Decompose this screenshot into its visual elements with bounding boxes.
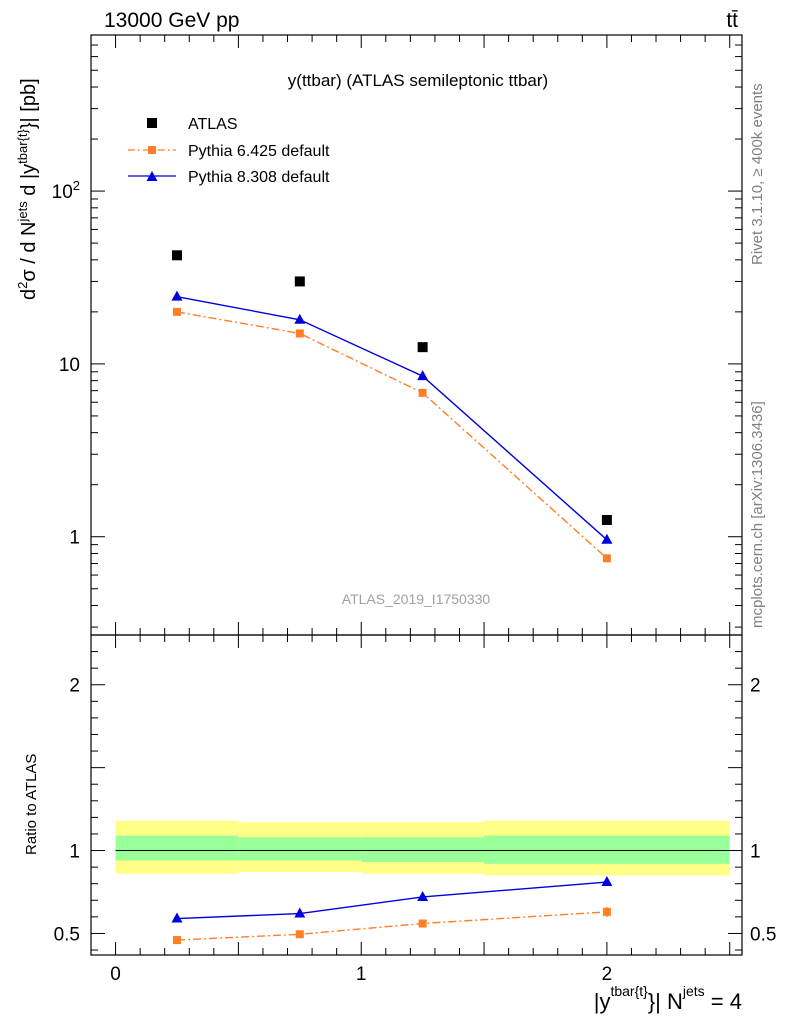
legend-pythia6-marker: [148, 146, 156, 154]
watermark: ATLAS_2019_I1750330: [342, 591, 491, 607]
stat-uncertainty-band: [361, 837, 485, 863]
mc-point-1: [601, 533, 613, 544]
side-text-lower: mcplots.cern.ch [arXiv:1306.3436]: [749, 401, 766, 628]
y-axis-label-bottom: Ratio to ATLAS: [23, 754, 40, 855]
mc-point-0: [295, 329, 304, 338]
y-tick-label-bottom: 2: [69, 676, 80, 697]
stat-uncertainty-band: [115, 835, 239, 861]
header-right: tt̄: [726, 9, 738, 32]
x-tick-label: 2: [602, 964, 613, 985]
y-tick-label-top: 1: [69, 528, 80, 549]
atlas-data-point: [417, 342, 428, 353]
y-tick-label-bottom-right: 0.5: [750, 924, 776, 945]
mc-point-1: [294, 313, 306, 324]
mc-line-1: [176, 295, 608, 541]
legend-atlas-marker: [147, 118, 157, 128]
x-tick-label: 1: [356, 964, 367, 985]
x-axis-label: |ytbar{t}}| Njets = 4: [594, 983, 742, 1014]
y-tick-label-top: 10: [59, 355, 80, 376]
side-text-upper: Rivet 3.1.10, ≥ 400k events: [749, 83, 766, 265]
ratio-point-0: [172, 936, 181, 945]
mc-line-0: [176, 311, 608, 559]
mc-point-0: [602, 554, 611, 563]
ratio-line-1: [176, 881, 607, 920]
y-tick-label-bottom: 1: [69, 842, 80, 863]
legend-pythia6-label: Pythia 6.425 default: [188, 143, 330, 160]
atlas-data-point: [294, 276, 305, 287]
y-axis-label-top: d2σ / d Njets d |ytbar{t}}| [pb]: [15, 78, 40, 300]
legend: ATLAS Pythia 6.425 default Pythia 8.308 …: [128, 116, 330, 186]
mc-point-1: [171, 290, 183, 301]
y-tick-label-bottom: 0.5: [54, 924, 80, 945]
mc-point-0: [418, 388, 427, 397]
legend-pythia8-label: Pythia 8.308 default: [188, 169, 330, 186]
mc-point-0: [172, 307, 181, 316]
atlas-data-point: [171, 250, 182, 261]
ratio-point-1: [294, 907, 306, 918]
legend-atlas-label: ATLAS: [188, 116, 238, 133]
chart-title: y(ttbar) (ATLAS semileptonic ttbar): [288, 71, 548, 90]
header-left: 13000 GeV pp: [104, 9, 239, 32]
y-tick-label-bottom-right: 2: [750, 676, 761, 697]
mc-point-1: [417, 370, 429, 381]
y-tick-label-top: 102: [52, 178, 80, 203]
ratio-line-0: [176, 911, 607, 941]
ratio-point-1: [417, 890, 429, 901]
stat-uncertainty-band: [238, 837, 362, 861]
ratio-point-1: [171, 912, 183, 923]
top-panel: 1 10 102 y(ttbar) (ATLAS semileptonic ttba…: [15, 34, 743, 636]
bottom-panel: 0 1 2 0.5 0.5 1 1 2 2 Ratio to ATLAS: [23, 622, 776, 985]
ratio-point-0: [418, 919, 427, 928]
atlas-data-point: [601, 514, 612, 525]
y-tick-label-bottom-right: 1: [750, 842, 761, 863]
ratio-point-1: [601, 876, 613, 887]
ratio-point-0: [295, 930, 304, 939]
bottom-plot-area: 0 1 2 0.5 0.5 1 1 2 2: [54, 622, 776, 985]
stat-uncertainty-band: [484, 835, 730, 864]
legend-pythia8-marker: [146, 171, 158, 181]
x-tick-label: 0: [110, 964, 121, 985]
bottom-frame: [90, 634, 743, 956]
